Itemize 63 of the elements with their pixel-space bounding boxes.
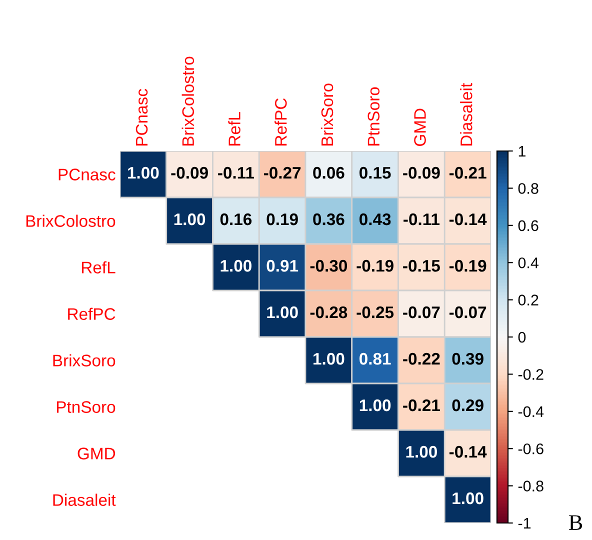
data-label: -0.19: [356, 260, 394, 272]
data-label: -0.19: [449, 260, 486, 272]
data-label: 0.43: [360, 213, 391, 226]
x-tick-label: BrixSoro: [320, 84, 334, 146]
data-label: -0.21: [403, 399, 440, 412]
data-label: -0.21: [449, 166, 486, 179]
data-label: 1.00: [360, 399, 391, 412]
data-label: 0.36: [313, 213, 344, 226]
data-label: 0.29: [452, 399, 484, 412]
color-bar-label: -0.2: [518, 369, 544, 380]
data-label: -0.14: [449, 213, 487, 226]
color-bar-label: 0: [518, 332, 526, 343]
data-label: -0.15: [403, 260, 440, 272]
data-label: 1.00: [314, 352, 344, 365]
data-label: 0.06: [313, 166, 344, 179]
data-label: -0.25: [356, 306, 394, 318]
data-label: 0.39: [452, 352, 484, 365]
data-label: 0.16: [220, 213, 252, 226]
data-label: -0.09: [171, 166, 208, 179]
x-tick-label: RefL: [228, 112, 240, 146]
color-bar-label: -0.6: [518, 443, 544, 454]
y-tick-label: GMD: [78, 448, 116, 460]
data-label: 1.00: [128, 166, 159, 179]
x-tick-label: RefPC: [274, 98, 287, 146]
data-label: -0.28: [310, 306, 348, 318]
y-tick-label: RefL: [82, 261, 116, 274]
color-bar-label: 0.6: [518, 220, 538, 232]
data-label: 0.81: [360, 352, 391, 365]
data-label: -0.27: [264, 166, 301, 179]
color-bar-label: 0.8: [518, 183, 538, 194]
data-label: -0.09: [403, 166, 440, 179]
y-tick-label: PtnSoro: [56, 401, 116, 413]
y-tick-label: BrixSoro: [53, 354, 116, 366]
x-tick-label: BrixColostro: [182, 56, 194, 146]
color-bar-label: -0.4: [518, 406, 544, 418]
data-label: 0.91: [266, 260, 298, 272]
y-tick-label: PCnasc: [58, 168, 116, 180]
data-label: 1.00: [267, 306, 298, 318]
color-bar-label: 0.4: [518, 257, 539, 268]
data-label: -0.07: [449, 306, 486, 318]
data-label: -0.07: [403, 306, 440, 318]
color-bar-label: 0.2: [518, 294, 538, 306]
data-label: -0.11: [218, 166, 254, 179]
data-label: 1.00: [452, 492, 484, 504]
text: B: [568, 515, 582, 530]
data-label: -0.22: [403, 352, 440, 365]
data-label: 1.00: [220, 260, 252, 272]
data-label: 1.00: [406, 446, 437, 458]
data-label: 0.19: [266, 213, 298, 226]
x-tick-label: Diasaleit: [460, 83, 472, 146]
data-label: 0.15: [360, 166, 391, 179]
data-label: -0.30: [310, 260, 347, 272]
y-tick-label: RefPC: [68, 308, 116, 320]
y-tick-label: Diasaleit: [53, 494, 116, 506]
data-label: -0.14: [449, 446, 487, 458]
color-bar-label: -0.8: [518, 480, 544, 492]
x-tick-label: PtnSoro: [368, 87, 380, 146]
x-tick-label: GMD: [414, 108, 426, 146]
data-label: 1.00: [174, 213, 206, 226]
color-bar-label: 1: [518, 146, 526, 157]
color-bar-label: -1: [518, 518, 531, 529]
data-label: -0.11: [404, 213, 440, 226]
y-tick-label: BrixColostro: [26, 214, 116, 227]
